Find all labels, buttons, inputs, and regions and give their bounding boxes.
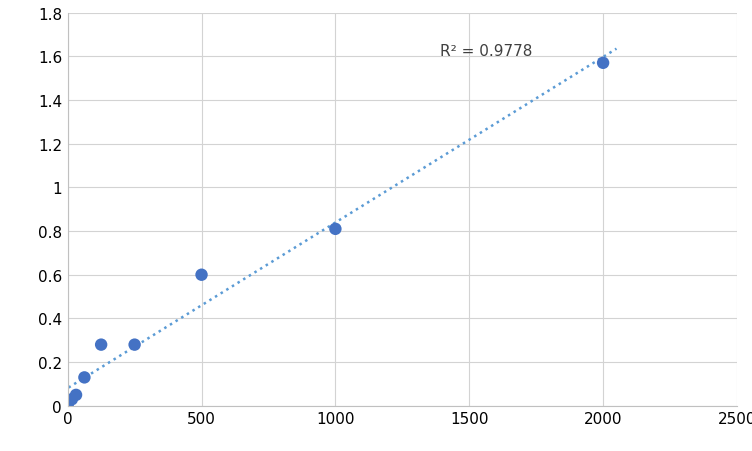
Point — [129, 341, 141, 349]
Point — [66, 396, 78, 403]
Point — [597, 60, 609, 67]
Point — [329, 226, 341, 233]
Text: R² = 0.9778: R² = 0.9778 — [440, 44, 532, 59]
Point — [196, 272, 208, 279]
Point — [95, 341, 108, 349]
Point — [78, 374, 90, 381]
Point — [62, 402, 74, 410]
Point — [70, 391, 82, 399]
